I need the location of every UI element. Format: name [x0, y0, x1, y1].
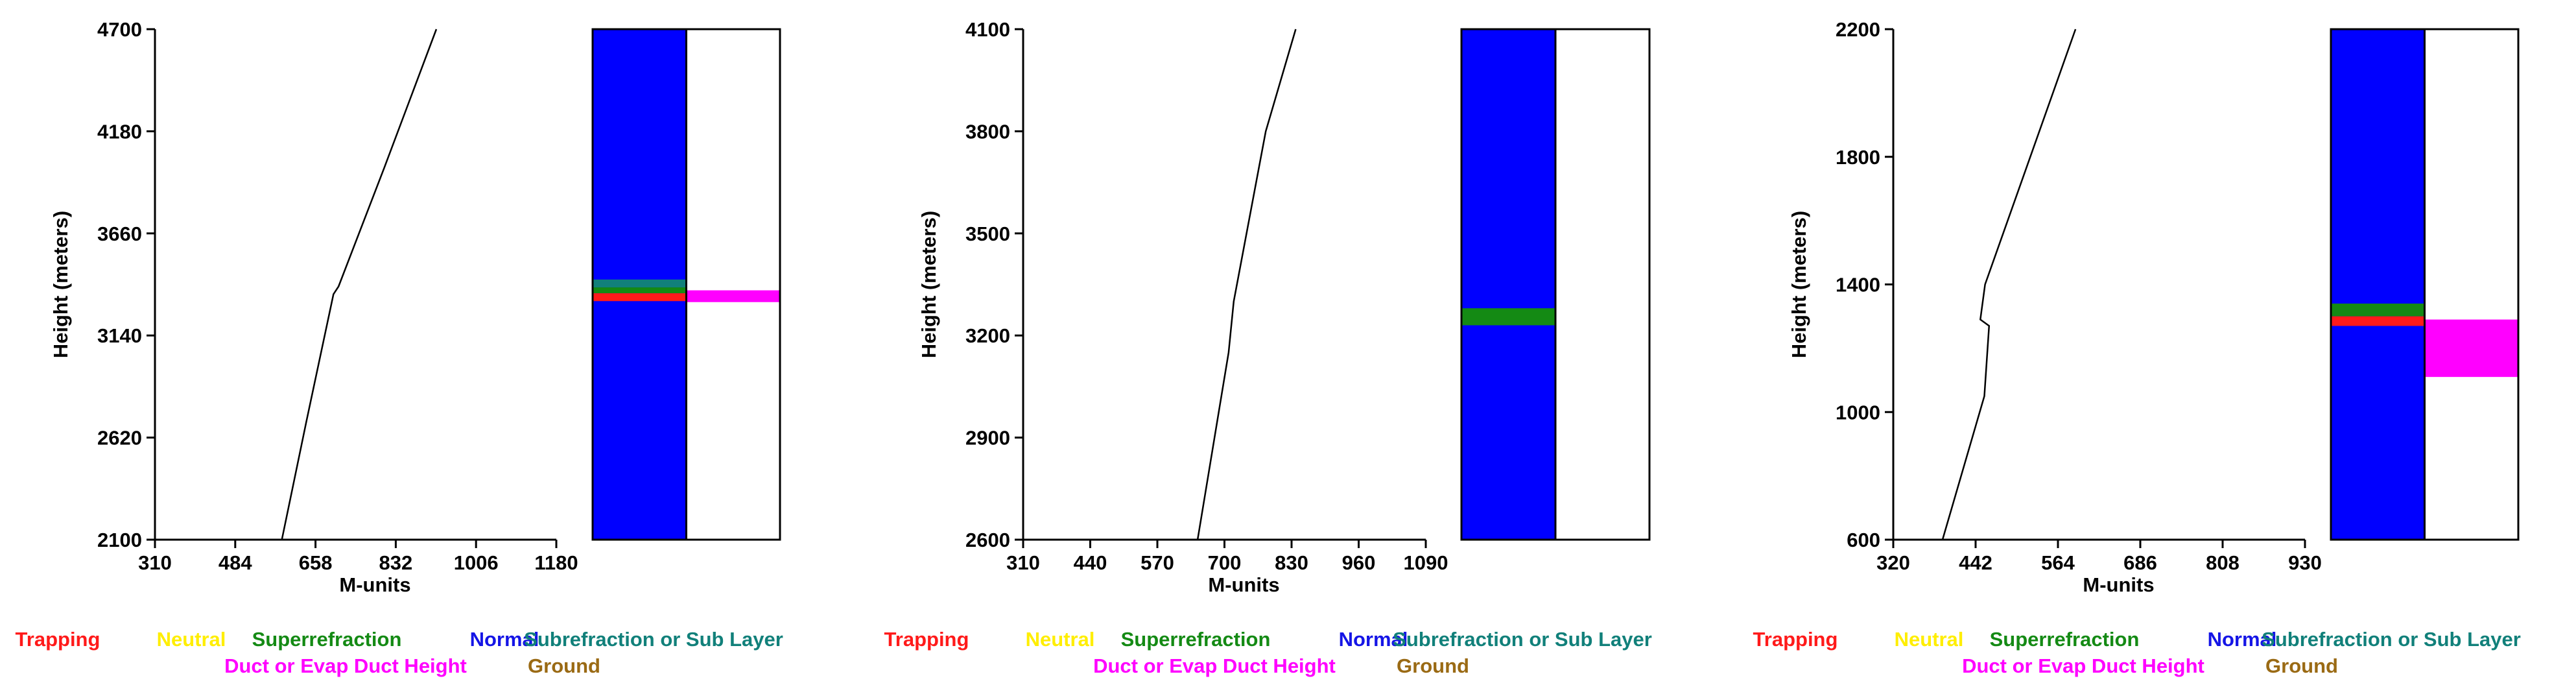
y-tick-label: 3140 [97, 324, 142, 347]
y-tick-label: 600 [1847, 529, 1880, 551]
legend-item: Trapping [884, 628, 969, 651]
legend-item: Superrefraction [1990, 628, 2140, 651]
legend-item: Normal [1339, 628, 1408, 651]
legend-item: Duct or Evap Duct Height [1962, 654, 2204, 677]
y-tick-label: 4100 [965, 18, 1010, 41]
legend-2: Trapping Neutral Superrefraction NormalSubr… [884, 628, 1652, 677]
x-tick-label: 960 [1342, 551, 1376, 574]
legend-item: Ground [528, 654, 600, 677]
chart-panel-1: 2100 2620 3140 3660 4180 4700 310 484 658 832 1006… [16, 18, 783, 677]
y-tick-label: 1000 [1836, 401, 1880, 424]
layer-band [1461, 308, 1555, 326]
legend-item: Ground [2265, 654, 2338, 677]
duct-band [2424, 319, 2518, 378]
y-tick-label: 2620 [97, 427, 142, 450]
x-tick-label: 570 [1140, 551, 1174, 574]
y-tick-label: 3500 [965, 222, 1010, 245]
legend-item: Subrefraction or Sub Layer [1393, 628, 1652, 651]
legend-item: Neutral [157, 628, 226, 651]
x-axis-label: M-units [1208, 573, 1279, 596]
x-axis-label: M-units [2083, 573, 2154, 596]
chart-panel-2: 2600 2900 3200 3500 3800 4100 310 440 570 700 830 9… [884, 18, 1652, 677]
y-tick-label: 1400 [1836, 274, 1880, 296]
chart-panel-3: 600 1000 1400 1800 2200 320 442 564 686 808 930 M-u… [1753, 18, 2521, 677]
legend-item: Duct or Evap Duct Height [224, 654, 467, 677]
y-tick-label: 1800 [1836, 146, 1880, 169]
y-tick-label: 2100 [97, 529, 142, 551]
legend-item: Trapping [16, 628, 100, 651]
x-tick-label: 1006 [454, 551, 499, 574]
legend-item: Duct or Evap Duct Height [1093, 654, 1336, 677]
legend-item: Normal [2208, 628, 2277, 651]
legend-item: Trapping [1753, 628, 1838, 651]
y-axis-label: Height (meters) [1788, 211, 1810, 358]
y-tick-label: 3800 [965, 120, 1010, 143]
m-profile-line [1196, 29, 1297, 540]
legend-item: Subrefraction or Sub Layer [524, 628, 783, 651]
legend-item: Superrefraction [252, 628, 402, 651]
y-tick-label: 2200 [1836, 18, 1880, 41]
y-axis-label: Height (meters) [917, 211, 940, 358]
x-tick-label: 830 [1275, 551, 1308, 574]
normal-layer-column [2331, 29, 2425, 540]
x-tick-label: 808 [2206, 551, 2239, 574]
legend-item: Neutral [1895, 628, 1964, 651]
legend-item: Neutral [1026, 628, 1095, 651]
legend-3: Trapping Neutral Superrefraction NormalSubr… [1753, 628, 2521, 677]
legend-item: Superrefraction [1121, 628, 1271, 651]
y-axis-label: Height (meters) [49, 211, 72, 358]
legend-item: Subrefraction or Sub Layer [2262, 628, 2521, 651]
m-profile-line [281, 29, 438, 540]
x-tick-label: 564 [2041, 551, 2075, 574]
layer-band [593, 287, 687, 294]
x-tick-label: 442 [1959, 551, 1992, 574]
x-tick-label: 686 [2123, 551, 2157, 574]
x-tick-label: 484 [219, 551, 252, 574]
normal-layer-column [1461, 29, 1555, 540]
x-tick-label: 1090 [1404, 551, 1448, 574]
x-tick-label: 832 [379, 551, 413, 574]
x-tick-label: 320 [1876, 551, 1910, 574]
layer-band [593, 293, 687, 302]
y-tick-label: 3200 [965, 324, 1010, 347]
legend-item: Normal [470, 628, 539, 651]
m-profile-line [1941, 29, 2077, 540]
y-tick-label: 3660 [97, 222, 142, 245]
y-tick-label: 2900 [965, 427, 1010, 450]
duct-band [686, 290, 780, 302]
layer-band [593, 279, 687, 288]
layer-band [2331, 316, 2425, 326]
legend-item: Ground [1397, 654, 1469, 677]
x-axis-label: M-units [339, 573, 410, 596]
layer-band [2331, 304, 2425, 317]
x-tick-label: 440 [1074, 551, 1107, 574]
x-tick-label: 1180 [534, 551, 578, 574]
x-tick-label: 658 [299, 551, 333, 574]
y-tick-label: 4180 [97, 120, 142, 143]
x-tick-label: 310 [138, 551, 172, 574]
legend-1: Trapping Neutral Superrefraction NormalSubr… [16, 628, 783, 677]
y-tick-label: 4700 [97, 18, 142, 41]
x-tick-label: 930 [2288, 551, 2322, 574]
y-tick-label: 2600 [965, 529, 1010, 551]
x-tick-label: 310 [1006, 551, 1040, 574]
x-tick-label: 700 [1208, 551, 1242, 574]
